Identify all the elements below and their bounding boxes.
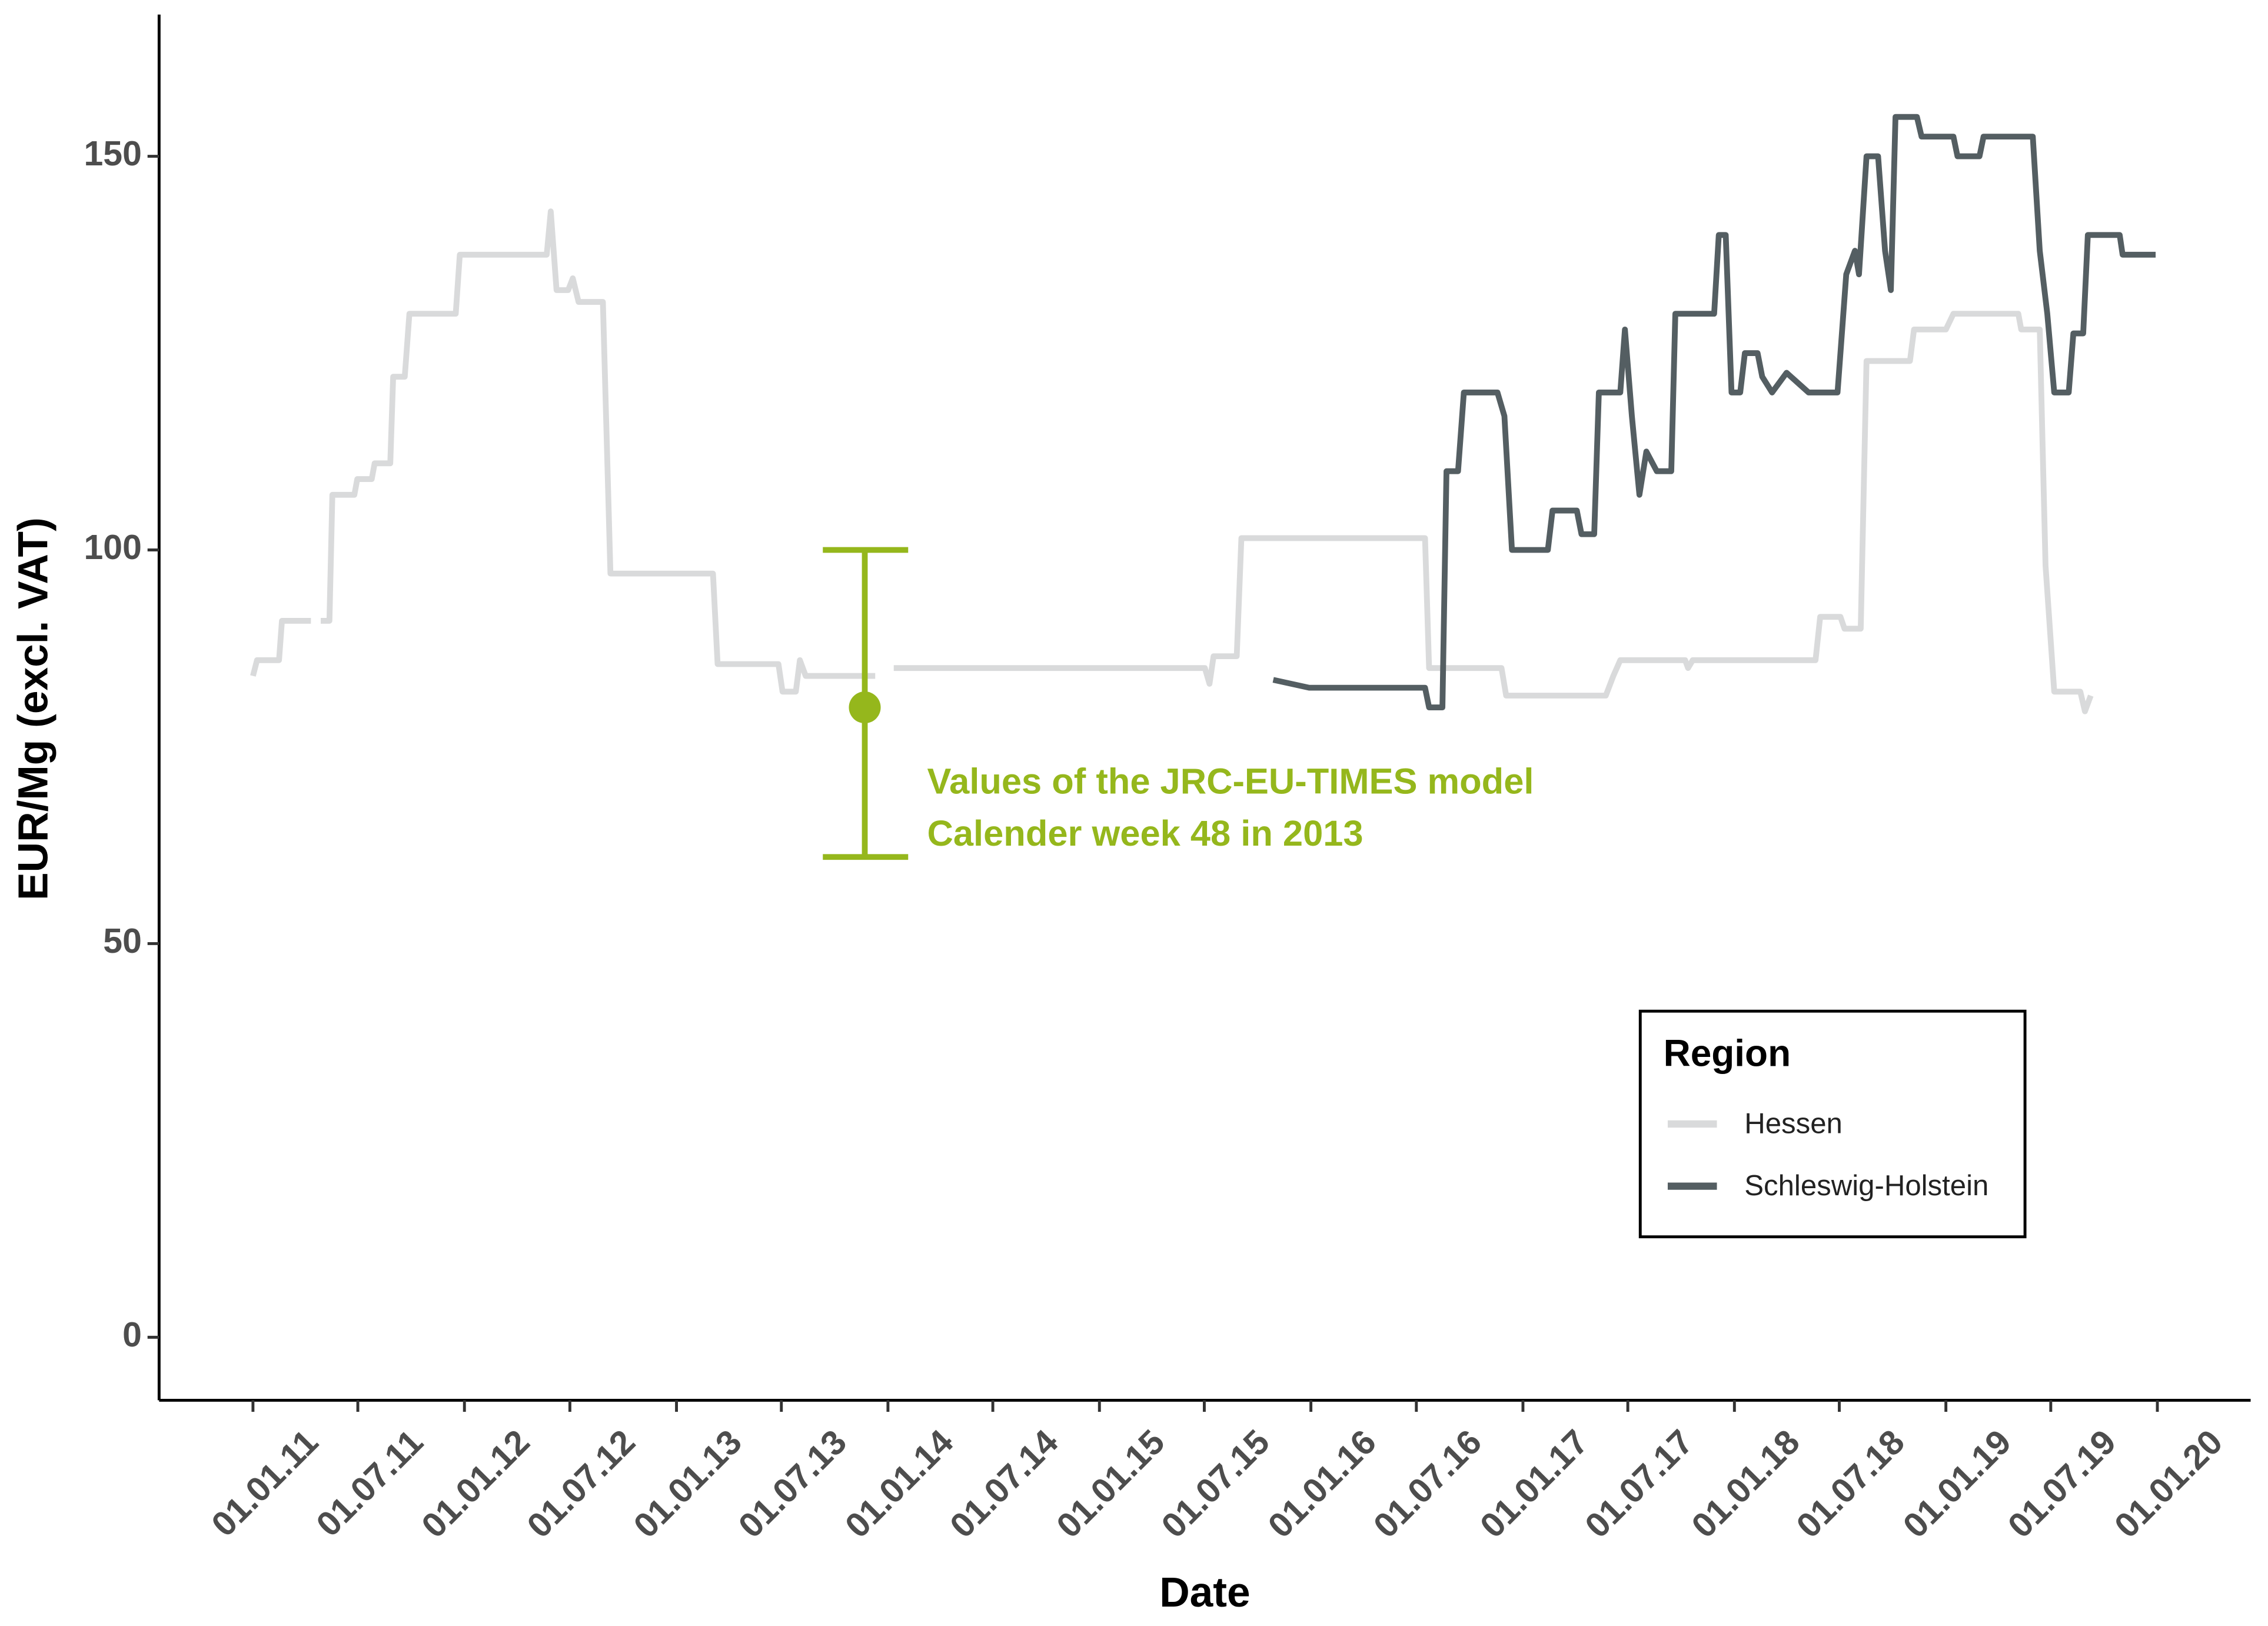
y-tick-label: 150 bbox=[84, 135, 141, 173]
legend-title: Region bbox=[1664, 1032, 1791, 1074]
x-tick-label: 01.07.18 bbox=[1790, 1423, 1912, 1545]
x-tick-label: 01.07.17 bbox=[1578, 1423, 1700, 1545]
x-tick-label: 01.01.20 bbox=[2107, 1423, 2230, 1545]
y-tick-label: 0 bbox=[122, 1316, 142, 1354]
x-tick-label: 01.01.16 bbox=[1261, 1423, 1384, 1545]
error-point bbox=[849, 691, 881, 724]
y-tick-label: 100 bbox=[84, 528, 141, 567]
x-tick-label: 01.01.15 bbox=[1049, 1423, 1172, 1545]
legend-label: Schleswig-Holstein bbox=[1744, 1170, 1988, 1202]
x-tick-label: 01.01.12 bbox=[414, 1423, 537, 1545]
x-tick-label: 01.01.11 bbox=[204, 1423, 325, 1544]
x-tick-label: 01.07.19 bbox=[2001, 1423, 2123, 1545]
x-tick-label: 01.07.13 bbox=[731, 1423, 854, 1545]
x-tick-label: 01.07.14 bbox=[943, 1422, 1065, 1545]
x-axis-title: Date bbox=[1159, 1569, 1250, 1616]
x-tick-label: 01.01.14 bbox=[838, 1422, 960, 1545]
legend-label: Hessen bbox=[1744, 1108, 1843, 1139]
series-line bbox=[1272, 114, 2156, 710]
y-axis-title: EUR/Mg (excl. VAT) bbox=[9, 517, 56, 900]
x-tick-label: 01.01.13 bbox=[627, 1423, 749, 1545]
x-tick-label: 01.07.11 bbox=[310, 1423, 431, 1544]
x-tick-label: 01.07.16 bbox=[1366, 1423, 1489, 1545]
y-tick-label: 50 bbox=[103, 922, 142, 960]
x-tick-label: 01.01.18 bbox=[1684, 1423, 1807, 1545]
x-tick-label: 01.01.19 bbox=[1896, 1423, 2018, 1545]
series-line bbox=[250, 208, 2094, 714]
x-tick-label: 01.07.12 bbox=[520, 1423, 643, 1545]
annotation: Values of the JRC-EU-TIMES model bbox=[927, 762, 1534, 802]
x-tick-label: 01.07.15 bbox=[1155, 1423, 1277, 1545]
x-tick-label: 01.01.17 bbox=[1473, 1423, 1595, 1545]
annotation: Calender week 48 in 2013 bbox=[927, 813, 1364, 854]
